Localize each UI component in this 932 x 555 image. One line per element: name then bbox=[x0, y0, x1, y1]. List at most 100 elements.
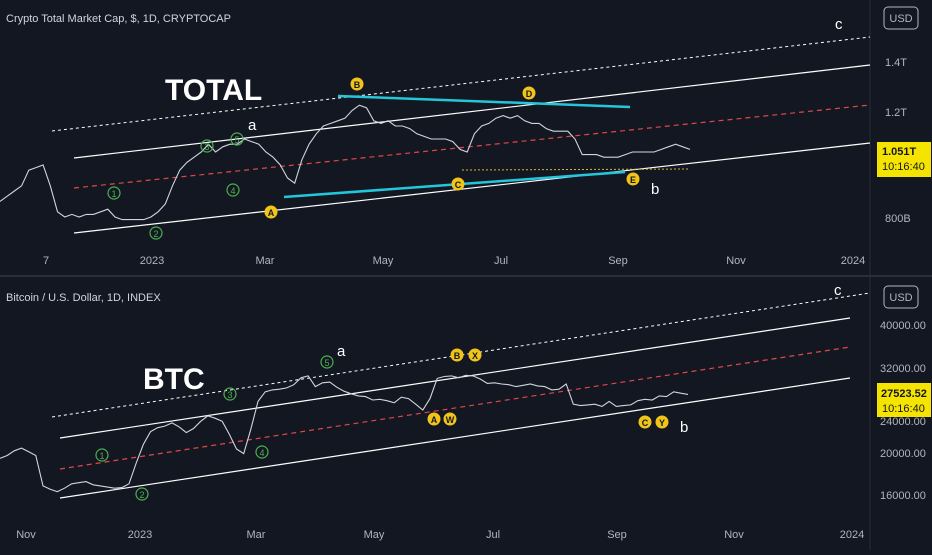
svg-text:B: B bbox=[354, 80, 361, 90]
total-wave-white-b: b bbox=[651, 181, 659, 198]
total-wave-yellow-b: B bbox=[350, 77, 364, 91]
total-wave-green-3: 3 bbox=[200, 139, 214, 153]
total-xtick-2: 2023 bbox=[140, 255, 164, 267]
btc-wave-yellow-w: W bbox=[443, 412, 457, 426]
btc-xtick-1: Nov bbox=[16, 529, 36, 541]
btc-price-series bbox=[0, 374, 689, 493]
btc-wave-yellow-y: Y bbox=[655, 415, 669, 429]
btc-ytick-4: 20000.00 bbox=[880, 448, 926, 460]
btc-ytick-2: 32000.00 bbox=[880, 363, 926, 375]
btc-wave-green-4: 4 bbox=[255, 445, 269, 459]
total-channel-upper-dotted bbox=[51, 36, 871, 132]
total-ytick-3: 800B bbox=[885, 213, 911, 225]
total-wave-green-2: 2 bbox=[149, 226, 163, 240]
svg-text:5: 5 bbox=[324, 358, 329, 368]
btc-wave-labels: 1 2 3 4 5 A W B X C Y a b c bbox=[95, 282, 842, 501]
total-usd-button[interactable] bbox=[883, 6, 919, 30]
svg-text:C: C bbox=[455, 180, 462, 190]
total-wave-green-4: 4 bbox=[226, 183, 240, 197]
btc-ytick-5: 16000.00 bbox=[880, 490, 926, 502]
btc-wave-yellow-a: A bbox=[427, 412, 441, 426]
total-pane[interactable]: Crypto Total Market Cap, $, 1D, CRYPTOCA… bbox=[0, 6, 931, 267]
btc-wave-white-c: c bbox=[834, 282, 842, 299]
total-ytick-1: 1.4T bbox=[885, 57, 907, 69]
svg-text:B: B bbox=[454, 351, 461, 361]
svg-text:E: E bbox=[630, 175, 636, 185]
btc-xtick-4: May bbox=[364, 529, 385, 541]
svg-text:3: 3 bbox=[227, 390, 232, 400]
btc-channel-upper bbox=[59, 317, 851, 439]
btc-xtick-8: 2024 bbox=[840, 529, 864, 541]
total-trendline-top-cyan bbox=[337, 94, 631, 109]
total-usd-button-label: USD bbox=[889, 13, 912, 25]
total-countdown: 10:16:40 bbox=[882, 161, 925, 173]
total-last-price: 1.051T bbox=[882, 146, 917, 158]
svg-text:1: 1 bbox=[111, 189, 116, 199]
total-ytick-2: 1.2T bbox=[885, 107, 907, 119]
total-xtick-5: Jul bbox=[494, 255, 508, 267]
total-wave-green-1: 1 bbox=[107, 186, 121, 200]
total-wave-green-5: 5 bbox=[230, 132, 244, 146]
btc-time-axis[interactable]: Nov 2023 Mar May Jul Sep Nov 2024 bbox=[16, 529, 864, 541]
total-wave-labels: 1 2 3 4 5 A B C D E a b c bbox=[107, 16, 843, 240]
btc-xtick-6: Sep bbox=[607, 529, 627, 541]
btc-wave-yellow-x: X bbox=[468, 348, 482, 362]
total-xtick-7: Nov bbox=[726, 255, 746, 267]
btc-last-price: 27523.52 bbox=[881, 388, 927, 400]
btc-wave-green-5: 5 bbox=[320, 355, 334, 369]
total-last-price-badge bbox=[877, 142, 931, 177]
total-wave-yellow-a: A bbox=[264, 205, 278, 219]
btc-xtick-3: Mar bbox=[247, 529, 266, 541]
total-xtick-8: 2024 bbox=[841, 255, 865, 267]
svg-text:A: A bbox=[431, 415, 438, 425]
svg-text:3: 3 bbox=[204, 142, 209, 152]
svg-text:2: 2 bbox=[153, 229, 158, 239]
svg-text:1: 1 bbox=[99, 451, 104, 461]
svg-text:Y: Y bbox=[659, 418, 665, 428]
total-wave-white-c: c bbox=[835, 16, 843, 33]
btc-ytick-1: 40000.00 bbox=[880, 320, 926, 332]
svg-text:X: X bbox=[472, 351, 478, 361]
total-channel-lower bbox=[73, 142, 871, 234]
btc-wave-white-b: b bbox=[680, 419, 688, 436]
btc-wave-yellow-c: C bbox=[638, 415, 652, 429]
btc-wave-green-2: 2 bbox=[135, 487, 149, 501]
total-price-series bbox=[0, 104, 691, 221]
btc-chart-title: Bitcoin / U.S. Dollar, 1D, INDEX bbox=[6, 292, 161, 304]
total-channel-mid-dashed bbox=[73, 104, 871, 189]
btc-wave-green-1: 1 bbox=[95, 448, 109, 462]
svg-text:4: 4 bbox=[259, 448, 264, 458]
btc-wave-green-3: 3 bbox=[223, 387, 237, 401]
total-xtick-1: 7 bbox=[43, 255, 49, 267]
svg-text:W: W bbox=[446, 415, 455, 425]
total-dotted-support bbox=[461, 168, 689, 171]
svg-text:2: 2 bbox=[139, 490, 144, 500]
btc-channel-lower bbox=[59, 377, 851, 499]
total-price-axis[interactable]: USD 1.4T 1.2T 800B 1.051T 10:16:40 bbox=[877, 6, 931, 225]
btc-last-price-badge bbox=[877, 383, 931, 417]
btc-usd-button-label: USD bbox=[889, 292, 912, 304]
total-channel-upper bbox=[73, 64, 871, 159]
svg-text:C: C bbox=[642, 418, 649, 428]
total-xtick-3: Mar bbox=[256, 255, 275, 267]
btc-wave-white-a: a bbox=[337, 343, 346, 360]
btc-channel-mid-dashed bbox=[59, 346, 851, 470]
total-xtick-6: Sep bbox=[608, 255, 628, 267]
btc-xtick-5: Jul bbox=[486, 529, 500, 541]
btc-xtick-2: 2023 bbox=[128, 529, 152, 541]
btc-xtick-7: Nov bbox=[724, 529, 744, 541]
total-wave-yellow-e: E bbox=[626, 172, 640, 186]
svg-text:4: 4 bbox=[230, 186, 235, 196]
btc-ytick-3: 24000.00 bbox=[880, 416, 926, 428]
btc-pane[interactable]: Bitcoin / U.S. Dollar, 1D, INDEX BTC 1 2… bbox=[0, 282, 931, 541]
svg-text:5: 5 bbox=[234, 135, 239, 145]
svg-text:D: D bbox=[526, 89, 533, 99]
btc-price-axis[interactable]: USD 40000.00 32000.00 24000.00 20000.00 … bbox=[877, 285, 931, 502]
total-wave-yellow-d: D bbox=[522, 86, 536, 100]
btc-countdown: 10:16:40 bbox=[882, 403, 925, 415]
total-time-axis[interactable]: 7 2023 Mar May Jul Sep Nov 2024 bbox=[43, 255, 865, 267]
total-big-label: TOTAL bbox=[165, 74, 262, 107]
btc-usd-button[interactable] bbox=[883, 285, 919, 309]
